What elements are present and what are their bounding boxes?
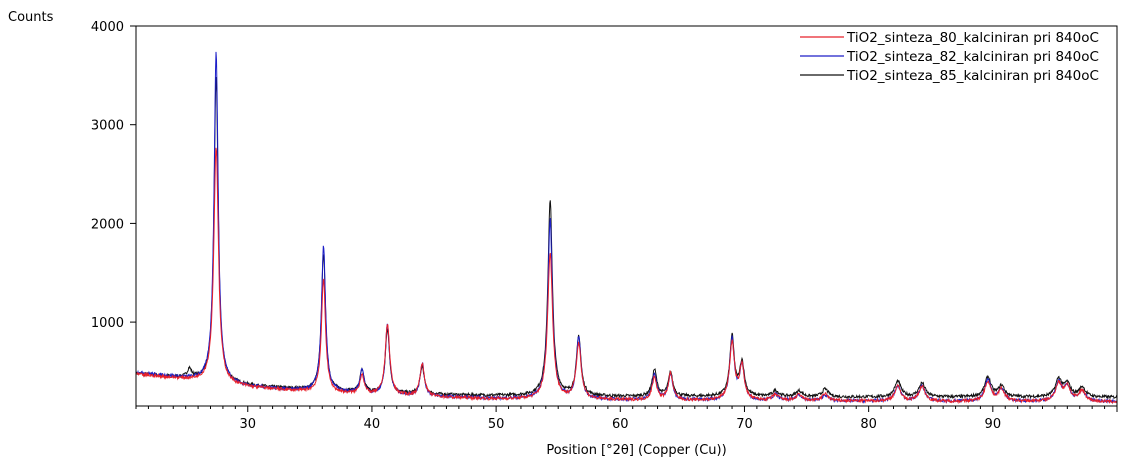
y-tick-label: 4000 <box>91 20 124 35</box>
x-axis-label: Position [°2θ] (Copper (Cu)) <box>546 443 726 458</box>
x-tick-label: 30 <box>239 417 256 432</box>
y-tick-label: 1000 <box>91 316 124 331</box>
series-line <box>135 51 1118 405</box>
y-axis: 1000 2000 3000 4000 <box>91 20 136 331</box>
plot-lines <box>135 51 1118 405</box>
x-tick-label: 40 <box>364 417 381 432</box>
x-axis: 30 40 50 60 70 80 90 <box>135 406 1118 432</box>
series-line <box>135 77 1118 400</box>
series-line <box>135 147 1118 405</box>
x-tick-label: 90 <box>985 417 1002 432</box>
x-tick-label: 50 <box>488 417 505 432</box>
legend-label: TiO2_sinteza_85_kalciniran pri 840oC <box>846 68 1099 84</box>
legend: TiO2_sinteza_80_kalciniran pri 840oC TiO2… <box>800 30 1099 84</box>
y-tick-label: 2000 <box>91 217 124 232</box>
y-tick-label: 3000 <box>91 119 124 134</box>
x-tick-label: 80 <box>860 417 877 432</box>
y-axis-label: Counts <box>8 10 54 25</box>
x-tick-label: 60 <box>612 417 629 432</box>
plot-frame <box>135 25 1118 407</box>
x-tick-label: 70 <box>736 417 753 432</box>
legend-label: TiO2_sinteza_80_kalciniran pri 840oC <box>846 30 1099 46</box>
legend-label: TiO2_sinteza_82_kalciniran pri 840oC <box>846 49 1099 65</box>
